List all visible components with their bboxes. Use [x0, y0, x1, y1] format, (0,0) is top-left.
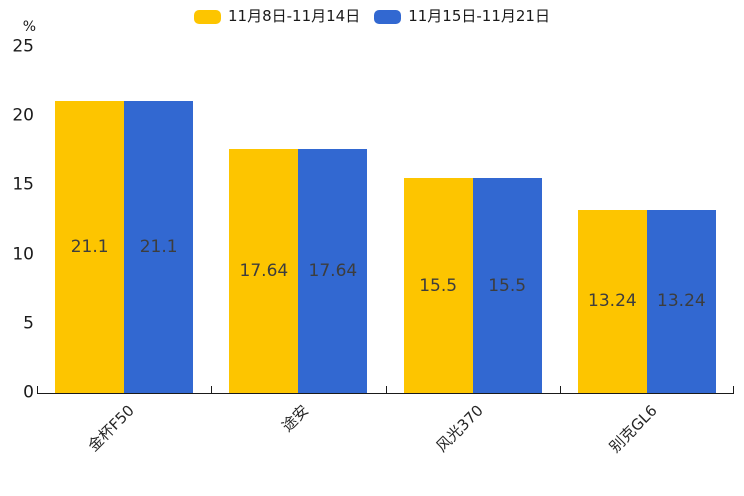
y-tick-label: 20: [12, 105, 34, 126]
legend-swatch-icon: [374, 9, 402, 24]
y-tick-label: 10: [12, 244, 34, 265]
bar-series-1-category-1[interactable]: 17.64: [298, 148, 368, 393]
bar-value-label: 21.1: [139, 237, 178, 257]
legend-item-series-0[interactable]: 11月8日-11月14日: [194, 5, 360, 28]
bar-series-1-category-2[interactable]: 15.5: [472, 178, 542, 393]
bar-value-label: 13.24: [657, 291, 706, 312]
bar-value-label: 21.1: [70, 237, 109, 257]
y-tick-label: 5: [23, 313, 34, 334]
bar-value-label: 17.64: [308, 260, 358, 281]
legend-label: 11月15日-11月21日: [408, 7, 550, 25]
x-axis-tick: [733, 386, 734, 393]
x-axis-tick: [559, 386, 561, 393]
bar-series-1-category-3[interactable]: 13.24: [646, 209, 716, 393]
category-label-1: 途安: [278, 401, 313, 436]
bar-value-label: 15.5: [419, 275, 458, 296]
legend-item-series-1[interactable]: 11月15日-11月21日: [374, 5, 550, 28]
bar-series-0-category-2[interactable]: 15.5: [403, 178, 473, 393]
bar-value-label: 17.64: [239, 260, 289, 281]
bar-value-label: 13.24: [588, 291, 637, 312]
bar-series-1-category-0[interactable]: 21.1: [124, 100, 194, 393]
legend-swatch-icon: [194, 9, 221, 24]
y-tick-label: 25: [12, 36, 34, 57]
plot-area: 21.1 21.1 17.64 17.64 15.5 15.5 13.24 13.24: [37, 47, 734, 394]
bar-value-label: 15.5: [488, 275, 527, 296]
legend-label: 11月8日-11月14日: [228, 7, 361, 25]
chart-legend: 11月8日-11月14日 11月15日-11月21日: [0, 5, 744, 28]
y-axis-unit-label: %: [22, 19, 36, 35]
y-tick-label: 0: [23, 382, 34, 403]
category-label-2: 风光370: [432, 401, 487, 456]
y-tick-label: 15: [12, 174, 34, 195]
bar-series-0-category-0[interactable]: 21.1: [55, 100, 125, 393]
category-label-3: 别克GL6: [606, 401, 662, 457]
x-axis-tick: [211, 386, 213, 393]
bar-series-0-category-3[interactable]: 13.24: [577, 209, 647, 393]
bar-series-0-category-1[interactable]: 17.64: [229, 148, 299, 393]
category-label-0: 金杯F50: [84, 401, 139, 455]
x-axis-tick: [385, 386, 387, 393]
x-axis-tick: [37, 386, 38, 393]
